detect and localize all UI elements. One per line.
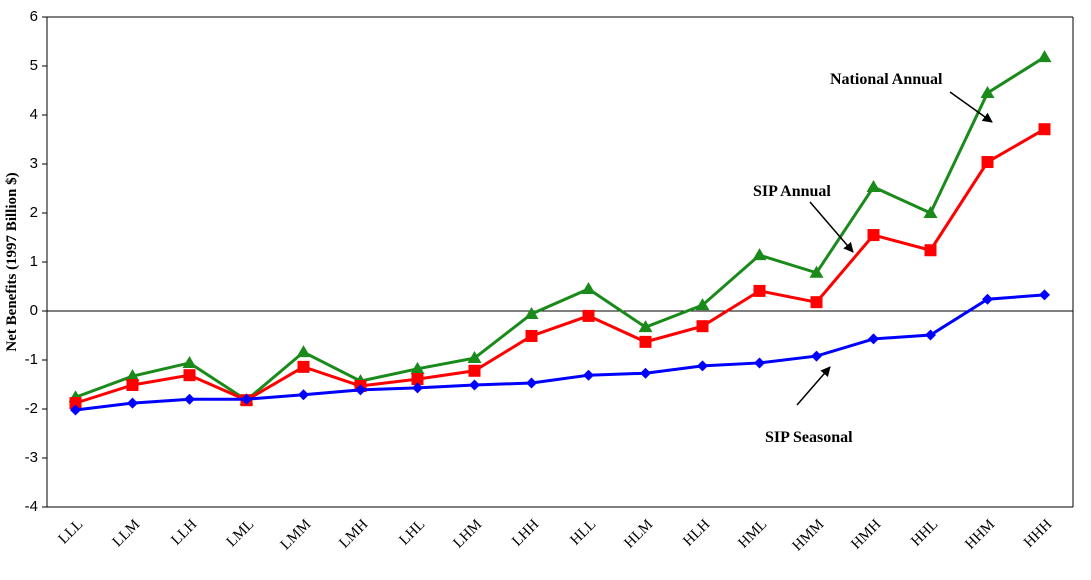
data-point [923,206,938,218]
x-tick-label: LLH [168,516,200,548]
y-tick-label: -4 [25,498,38,515]
x-tick-label: HHM [962,517,998,553]
data-point [924,244,937,257]
data-point [296,345,311,358]
x-tick-label: LLM [110,517,144,551]
data-point [1039,289,1050,301]
series-line [75,127,1046,405]
series-annotation: National Annual [830,71,943,88]
data-point [982,293,993,305]
x-tick-label: HLH [680,516,713,549]
data-point [811,350,822,362]
data-point [241,393,252,405]
x-tick-label: LHL [396,517,428,549]
y-tick-label: 5 [30,57,38,74]
x-tick-label: HHL [908,517,941,550]
x-tick-label: LML [224,517,258,551]
data-point [468,364,481,377]
data-point [182,355,197,368]
data-point [355,384,366,396]
data-point [754,357,765,369]
x-tick-label: HMM [789,517,827,555]
data-point [127,397,138,409]
data-point [867,229,880,242]
data-point [980,85,995,98]
data-point [297,360,310,373]
x-tick-label: LHM [450,517,485,552]
data-point [526,377,537,389]
data-point [809,265,824,278]
data-point [411,373,424,386]
x-tick-label: LMM [278,517,315,554]
x-tick-label: HHH [1021,516,1055,550]
series-line [74,55,1046,403]
data-point [810,296,823,309]
y-tick-label: 6 [30,8,38,25]
x-tick-label: HLM [621,517,656,552]
data-point [753,284,766,297]
y-tick-label: 1 [30,253,38,270]
data-point [525,329,538,342]
data-point [412,382,423,394]
data-point [126,378,139,391]
data-point [125,369,140,382]
x-tick-label: LHH [509,516,542,549]
y-tick-label: 2 [30,204,38,221]
data-point [925,329,936,341]
data-point [868,333,879,345]
y-axis-label: Net Benefits (1997 Billion $) [4,172,20,351]
annotation-arrow [949,91,993,123]
data-point [638,320,653,333]
series-annotation: SIP Annual [753,183,831,200]
data-point [583,369,594,381]
data-point [467,351,482,364]
data-point [70,404,81,416]
data-point [69,397,82,410]
data-point [1037,50,1052,63]
y-tick-label: 3 [30,155,38,172]
data-point [582,309,595,322]
y-tick-label: -3 [25,449,38,466]
data-point [696,320,709,333]
data-point [695,298,710,311]
x-tick-label: HMH [848,516,884,552]
y-tick-label: -2 [25,400,38,417]
data-point [981,156,994,169]
data-point [469,379,480,391]
data-point [298,389,309,401]
annotation-arrow [809,201,854,253]
data-point [183,369,196,382]
data-point [697,360,708,372]
x-tick-label: HLL [567,517,599,549]
data-point [866,180,881,193]
y-tick-label: 4 [30,106,38,123]
data-point [581,281,596,294]
series-annotation: SIP Seasonal [765,429,853,446]
data-point [1038,123,1051,136]
x-tick-label: HML [735,517,770,552]
data-point [640,367,651,379]
data-point [639,335,652,348]
data-point [410,361,425,374]
y-tick-label: -1 [25,351,38,368]
annotation-arrow [796,366,831,406]
series-line [75,293,1045,412]
data-point [752,248,767,261]
y-tick-label: 0 [30,302,38,319]
data-point [524,306,539,319]
x-tick-label: LLL [56,517,87,548]
x-tick-label: LMH [336,516,371,551]
data-point [184,393,195,405]
